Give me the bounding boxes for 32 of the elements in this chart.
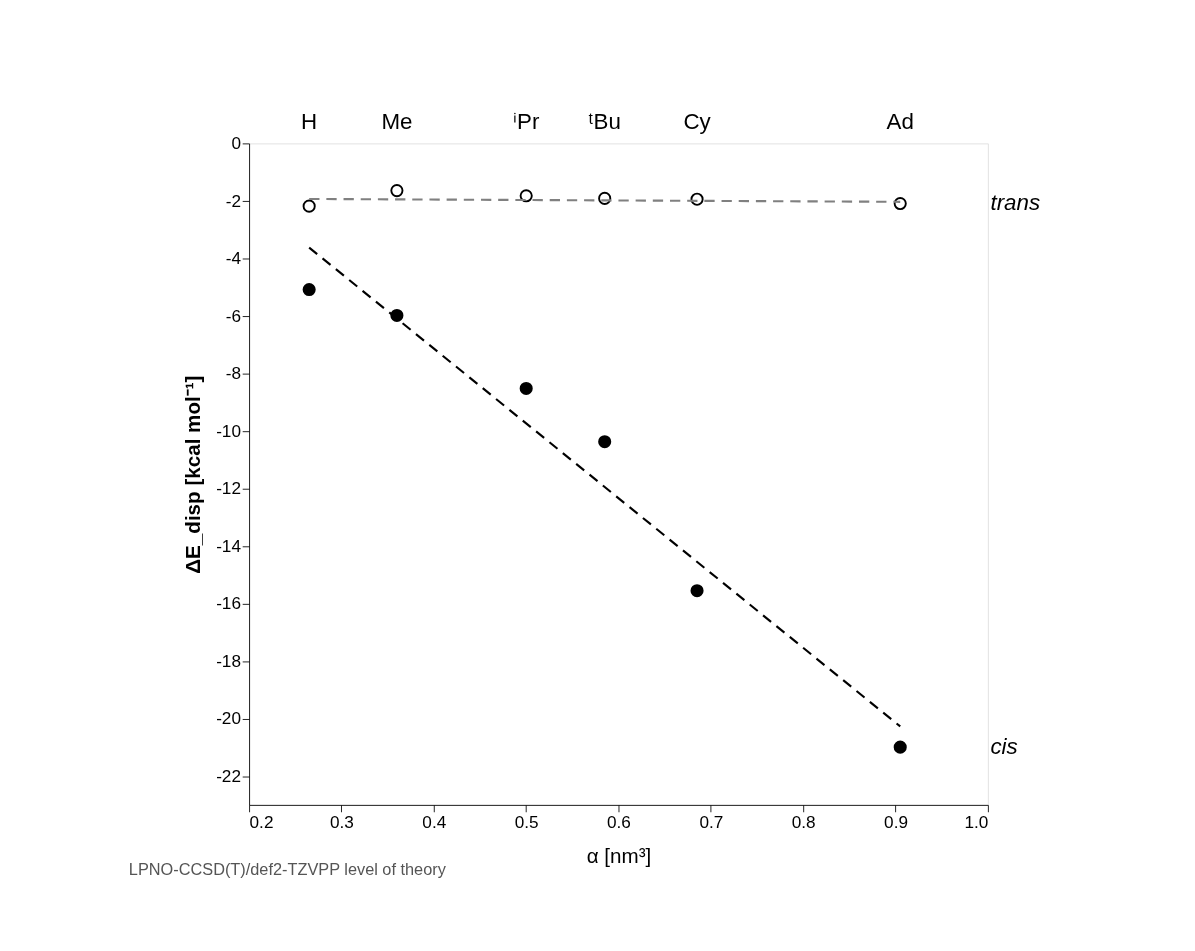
y-tick-label: 0 <box>231 133 241 154</box>
y-tick-label: -6 <box>225 305 241 326</box>
text: LPNO-CCSD(T)/def2-TZVPP level of theory <box>128 859 447 878</box>
y-tick-label: -2 <box>225 190 241 211</box>
y-tick-label: -16 <box>216 593 241 614</box>
y-axis-title: ΔE_disp [kcal mol⁻¹] <box>180 375 204 574</box>
text: H <box>301 108 318 134</box>
y-tick-label: -20 <box>216 708 241 729</box>
y-tick-label: -22 <box>216 765 241 786</box>
x-tick-label: 0.5 <box>514 811 539 832</box>
y-tick-label: -8 <box>225 363 241 384</box>
y-tick-label: -10 <box>216 420 241 441</box>
x-tick-label: 0.9 <box>884 811 908 832</box>
text: Me <box>381 108 413 134</box>
x-axis-title: α [nm³] <box>586 843 652 867</box>
x-tick-label: 0.4 <box>422 811 447 832</box>
text: trans <box>990 190 1041 216</box>
y-tick-label: -14 <box>216 535 242 556</box>
text: Ad <box>886 108 914 134</box>
x-tick-label: 0.6 <box>607 811 631 832</box>
x-tick-label: 0.7 <box>699 811 724 832</box>
x-tick-label: 1.0 <box>964 811 989 832</box>
y-tick-label: -12 <box>216 478 241 499</box>
x-tick-label: 0.8 <box>791 811 816 832</box>
text: cis <box>990 734 1018 760</box>
text: ᵗBu <box>588 108 621 134</box>
y-tick-label: -4 <box>225 248 242 269</box>
x-tick-label: 0.2 <box>249 811 274 832</box>
y-tick-label: -18 <box>216 650 241 671</box>
x-tick-label: 0.3 <box>329 811 354 832</box>
text: Cy <box>683 108 712 134</box>
text: ⁱPr <box>513 108 540 134</box>
